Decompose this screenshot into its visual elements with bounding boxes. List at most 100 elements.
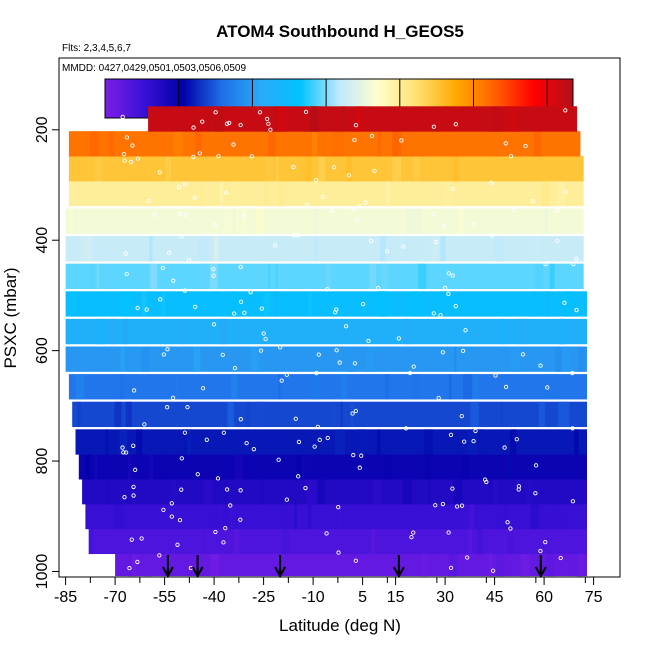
- observation-point: [129, 537, 134, 542]
- heatmap-texture: [544, 208, 548, 234]
- observation-point: [351, 206, 356, 212]
- heatmap-texture: [363, 528, 368, 555]
- observation-point: [135, 559, 140, 565]
- observation-point: [325, 287, 330, 292]
- heatmap-texture: [247, 156, 251, 182]
- observation-point: [320, 194, 325, 199]
- observation-point: [346, 173, 351, 178]
- observation-point: [121, 450, 126, 455]
- heatmap-texture: [276, 156, 279, 182]
- observation-point: [446, 530, 451, 535]
- heatmap-texture: [212, 503, 217, 530]
- x-tick-label: 75: [585, 589, 603, 606]
- heatmap-texture: [161, 291, 166, 317]
- heatmap-texture: [202, 528, 207, 555]
- heatmap-texture: [213, 236, 219, 262]
- heatmap-band: [65, 208, 584, 234]
- heatmap-texture: [301, 454, 306, 480]
- observation-point: [249, 154, 254, 159]
- heatmap-band: [68, 374, 587, 400]
- observation-point: [353, 122, 359, 128]
- heatmap-texture: [463, 374, 473, 400]
- observation-point: [363, 200, 368, 205]
- heatmap-band: [65, 346, 588, 372]
- y-axis: 200 400 600 800 1000: [34, 116, 59, 589]
- heatmap-texture: [172, 478, 177, 505]
- observation-point: [436, 395, 441, 401]
- observation-point: [324, 531, 329, 536]
- observation-point: [502, 445, 507, 450]
- observation-point: [133, 467, 138, 472]
- heatmap-texture: [96, 263, 100, 290]
- heatmap-texture: [182, 318, 186, 345]
- x-tick-label: -70: [104, 589, 127, 606]
- heatmap-texture: [461, 454, 470, 480]
- observation-point: [284, 372, 289, 377]
- observation-point: [221, 430, 227, 435]
- heatmap-texture: [538, 503, 545, 530]
- observation-point: [121, 152, 127, 157]
- observation-point: [157, 553, 162, 558]
- observation-point: [554, 208, 560, 213]
- observation-point: [211, 273, 216, 278]
- x-tick-label: 15: [387, 589, 405, 606]
- observation-point: [570, 499, 576, 504]
- arrow-head: [274, 566, 286, 579]
- observation-point: [353, 408, 359, 414]
- observation-point: [334, 348, 339, 353]
- observation-point: [221, 540, 226, 545]
- observation-point: [317, 437, 322, 442]
- observation-point: [503, 384, 509, 390]
- heatmap-band: [115, 550, 587, 577]
- observation-point: [179, 487, 184, 492]
- observation-point: [574, 307, 579, 313]
- observation-point: [179, 456, 184, 461]
- heatmap-texture: [129, 550, 132, 577]
- heatmap-texture: [348, 346, 352, 372]
- observation-point: [224, 487, 230, 492]
- heatmap-texture: [402, 478, 413, 505]
- heatmap-texture: [547, 528, 552, 555]
- observation-point: [258, 348, 264, 353]
- heatmap-texture: [231, 374, 238, 400]
- heatmap-texture: [356, 429, 366, 455]
- observation-point: [284, 497, 290, 502]
- heatmap-texture: [130, 346, 138, 372]
- heatmap-texture: [453, 478, 463, 505]
- heatmap-texture: [452, 156, 459, 182]
- observation-point: [182, 430, 188, 435]
- heatmap-texture: [393, 550, 398, 577]
- observation-point: [165, 347, 170, 352]
- heatmap-texture: [412, 208, 423, 234]
- observation-point: [122, 158, 127, 163]
- heatmap-texture: [307, 503, 312, 530]
- heatmap-texture: [404, 236, 408, 262]
- heatmap-texture: [99, 318, 107, 345]
- heatmap-texture: [199, 180, 205, 207]
- heatmap-texture: [322, 131, 326, 157]
- observation-point: [538, 548, 543, 554]
- heatmap-texture: [69, 208, 74, 234]
- heatmap-texture: [559, 401, 570, 428]
- heatmap-texture: [136, 429, 143, 455]
- heatmap-texture: [311, 374, 321, 400]
- observation-point: [212, 222, 218, 228]
- observation-point: [351, 452, 356, 458]
- observation-point: [264, 116, 270, 122]
- heatmap-texture: [520, 550, 530, 577]
- heatmap-texture: [132, 180, 138, 207]
- heatmap-texture: [277, 106, 281, 132]
- observation-point: [446, 271, 451, 276]
- observation-point: [169, 514, 174, 519]
- observation-point: [343, 324, 349, 329]
- heatmap-texture: [294, 503, 297, 530]
- heatmap-texture: [496, 550, 505, 577]
- observation-point: [431, 124, 437, 129]
- heatmap-texture: [557, 180, 566, 207]
- heatmap-texture: [500, 401, 504, 428]
- heatmap-texture: [150, 263, 158, 290]
- heatmap-texture: [193, 346, 201, 372]
- heatmap-texture: [223, 503, 230, 530]
- heatmap-texture: [232, 208, 236, 234]
- heatmap-texture: [386, 180, 392, 207]
